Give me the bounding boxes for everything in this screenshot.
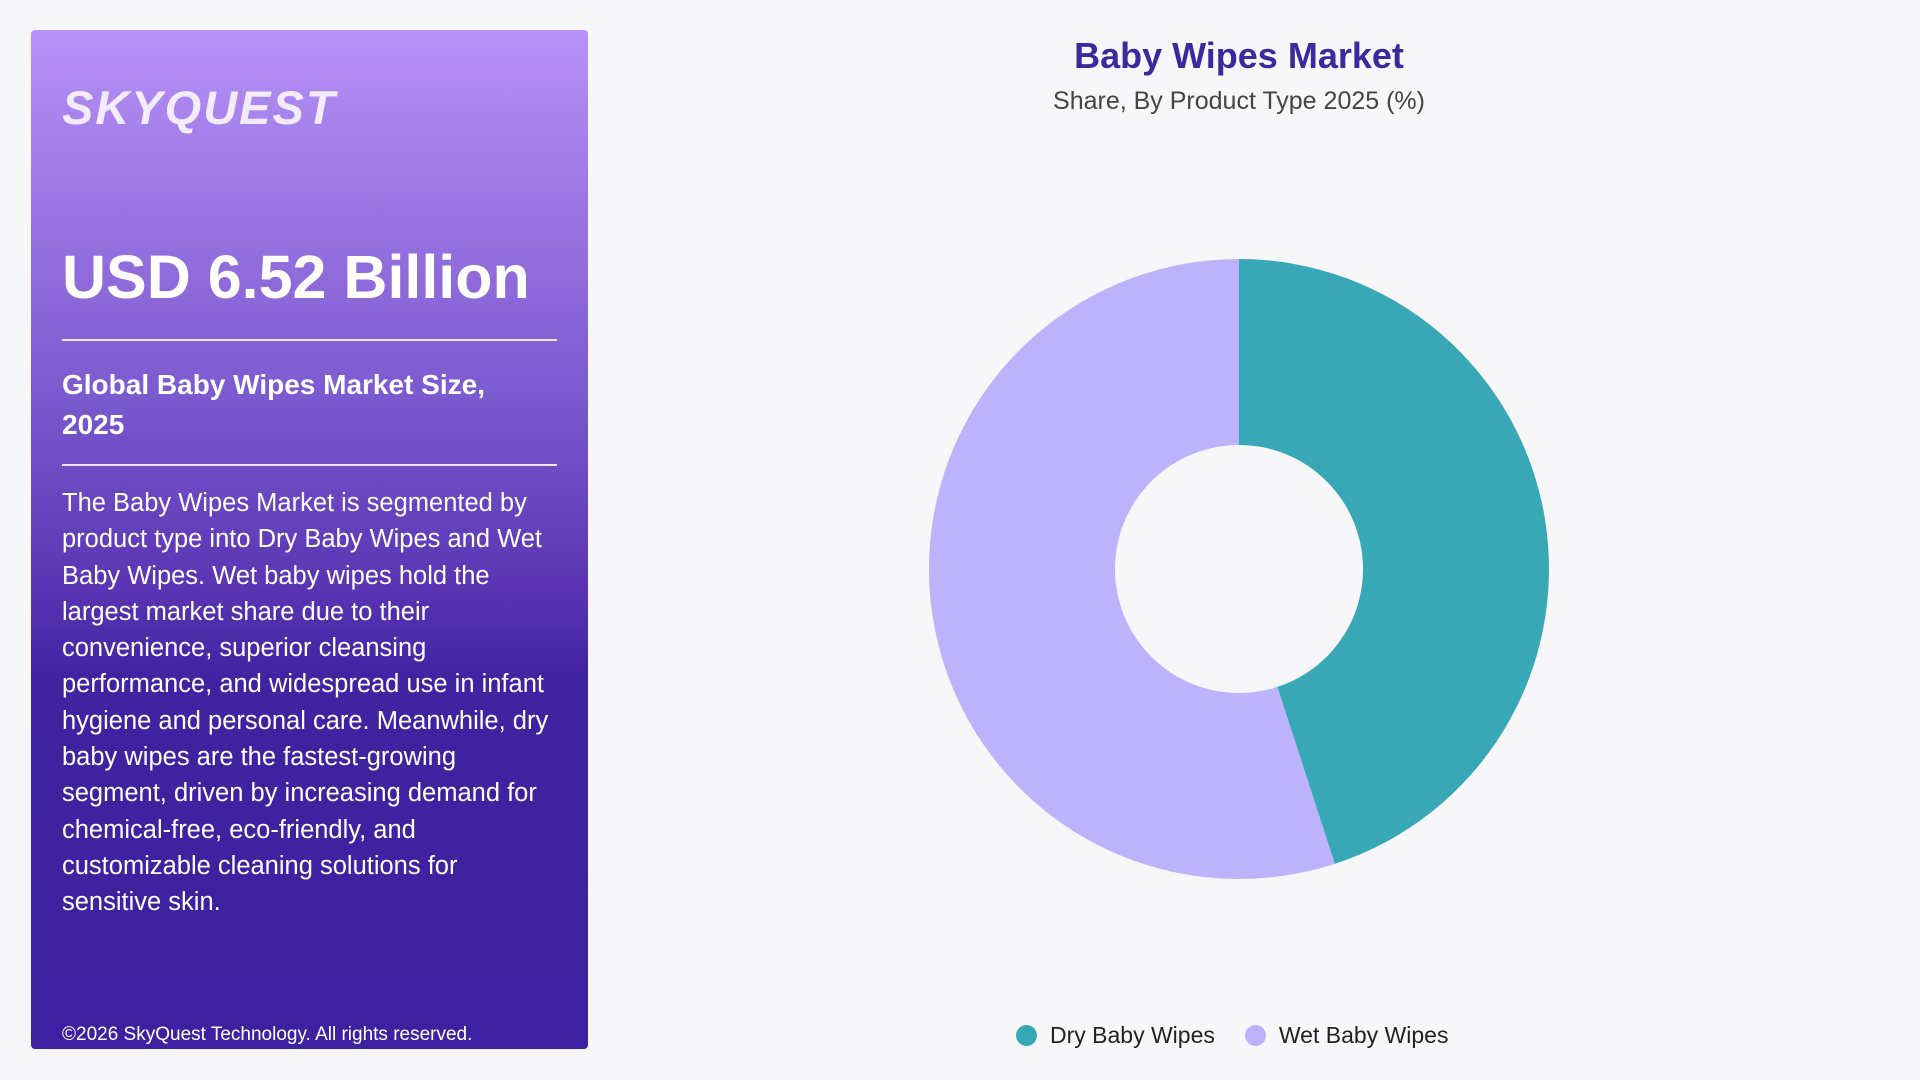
divider bbox=[62, 464, 557, 466]
skyquest-logo: SKYQUEST bbox=[62, 81, 337, 134]
divider bbox=[62, 339, 557, 341]
chart-title: Baby Wipes Market bbox=[1074, 35, 1404, 76]
legend-item-dry: Dry Baby Wipes bbox=[1016, 1022, 1215, 1049]
legend-swatch-dry bbox=[1016, 1024, 1037, 1046]
donut-slice-wet-baby-wipes bbox=[929, 259, 1335, 879]
legend-swatch-wet bbox=[1244, 1024, 1266, 1046]
market-value: USD 6.52 Billion bbox=[62, 243, 530, 311]
legend-label-dry: Dry Baby Wipes bbox=[1050, 1021, 1215, 1048]
donut-slice-dry-baby-wipes bbox=[1239, 259, 1550, 864]
chart-legend: Dry Baby Wipes Wet Baby Wipes bbox=[1016, 1018, 1478, 1052]
chart-subtitle: Share, By Product Type 2025 (%) bbox=[1053, 87, 1425, 115]
legend-item-wet: Wet Baby Wipes bbox=[1244, 1021, 1449, 1049]
market-description: The Baby Wipes Market is segmented by pr… bbox=[62, 489, 549, 917]
legend-label-wet: Wet Baby Wipes bbox=[1278, 1021, 1449, 1048]
info-panel: SKYQUEST USD 6.52 Billion Global Baby Wi… bbox=[31, 30, 588, 1049]
market-size-label: Global Baby Wipes Market Size, 2025 bbox=[62, 369, 485, 440]
copyright-notice: ©2026 SkyQuest Technology. All rights re… bbox=[62, 1024, 473, 1045]
